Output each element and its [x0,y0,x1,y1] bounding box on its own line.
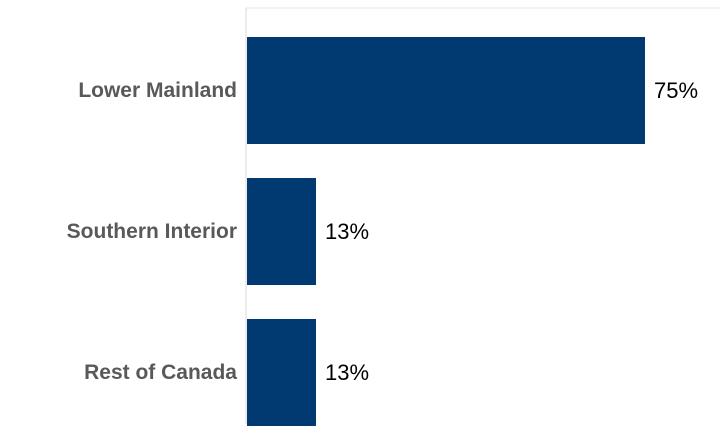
value-label-lower-mainland: 75% [654,78,698,103]
value-label-southern-interior: 13% [325,219,369,244]
bars-group [247,37,645,426]
category-label-southern-interior: Southern Interior [67,220,237,243]
bar-rest-of-canada [247,319,316,426]
category-label-lower-mainland: Lower Mainland [78,79,237,102]
bar-southern-interior [247,178,316,285]
bar-lower-mainland [247,37,645,144]
value-labels-group: 75% 13% 13% [325,78,698,385]
value-label-rest-of-canada: 13% [325,360,369,385]
category-labels-group: Lower Mainland Southern Interior Rest of C… [67,79,238,384]
category-label-rest-of-canada: Rest of Canada [84,361,237,384]
